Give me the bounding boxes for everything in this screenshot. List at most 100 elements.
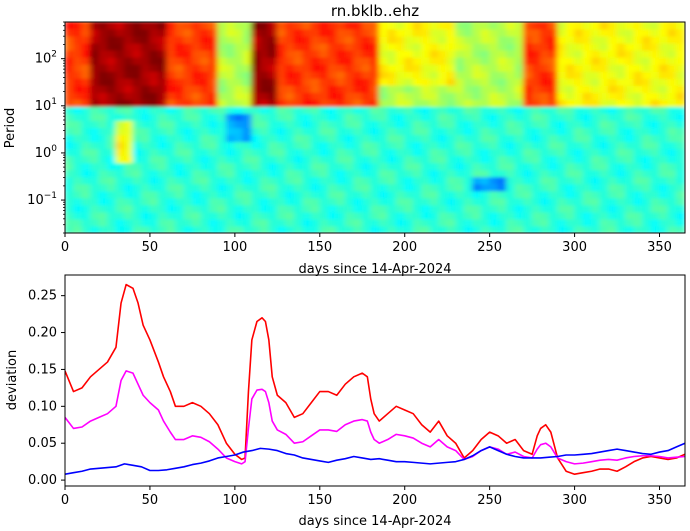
heatmap-cell (608, 112, 618, 121)
heatmap-cell (217, 91, 227, 100)
heatmap-cell (548, 119, 559, 128)
heatmap-cell (344, 105, 355, 114)
heatmap-cell (608, 119, 618, 128)
heatmap-cell (268, 141, 278, 150)
heatmap-cell (123, 22, 134, 30)
heatmap-cell (608, 56, 618, 65)
heatmap-cell (608, 77, 618, 86)
heatmap-cell (208, 91, 219, 100)
heatmap-cell (285, 204, 295, 213)
heatmap-cell (234, 35, 244, 44)
heatmap-cell (404, 169, 414, 178)
heatmap-cell (523, 218, 533, 227)
heatmap-cell (591, 70, 601, 79)
heatmap-cell (548, 176, 559, 185)
heatmap-cell (472, 42, 482, 51)
heatmap-cell (234, 42, 244, 51)
heatmap-cell (506, 112, 516, 121)
heatmap-cell (310, 70, 321, 79)
heatmap-cell (514, 176, 525, 185)
heatmap-cell (115, 176, 125, 185)
heatmap-cell (191, 70, 202, 79)
heatmap-cell (574, 134, 584, 143)
heatmap-cell (599, 28, 610, 37)
heatmap-cell (251, 28, 261, 37)
heatmap-cell (438, 183, 448, 192)
heatmap-cell (438, 63, 448, 72)
heatmap-cell (591, 211, 601, 220)
heatmap-cell (565, 176, 576, 185)
heatmap-cell (234, 134, 244, 143)
heatmap-cell (523, 169, 533, 178)
heatmap-cell (667, 218, 678, 227)
heatmap-cell (276, 225, 287, 233)
heatmap-cell (251, 105, 261, 114)
heatmap-cell (667, 105, 678, 114)
heatmap-cell (591, 98, 601, 107)
heatmap-cell (285, 28, 295, 37)
heatmap-cell (183, 141, 193, 150)
heatmap-cell (106, 211, 117, 220)
heatmap-cell (412, 70, 423, 79)
heatmap-cell (523, 176, 533, 185)
heatmap-cell (183, 35, 193, 44)
heatmap-cell (336, 98, 346, 107)
heatmap-cell (115, 183, 125, 192)
heatmap-cell (557, 119, 567, 128)
heatmap-cell (412, 105, 423, 114)
heatmap-cell (251, 127, 261, 136)
heatmap-cell (642, 141, 652, 150)
heatmap-cell (319, 148, 329, 157)
heatmap-cell (472, 49, 482, 58)
heatmap-cell (650, 77, 661, 86)
heatmap-cell (174, 28, 185, 37)
heatmap-cell (183, 218, 193, 227)
heatmap-cell (480, 169, 491, 178)
heatmap-cell (98, 155, 108, 164)
heatmap-cell (293, 190, 304, 199)
heatmap-cell (497, 63, 508, 72)
heatmap-cell (225, 225, 236, 233)
heatmap-cell (548, 148, 559, 157)
heatmap-cell (642, 22, 652, 30)
heatmap-cell (132, 148, 142, 157)
heatmap-cell (565, 91, 576, 100)
heatmap-panel: rn.bklb..ehz 0 50 100 150 200 250 300 350 10−11… (3, 2, 686, 277)
heatmap-cell (276, 105, 287, 114)
heatmap-cell (149, 35, 159, 44)
heatmap-cell (531, 204, 542, 213)
heatmap-cell (319, 204, 329, 213)
heatmap-cell (370, 49, 380, 58)
heatmap-cell (65, 141, 74, 150)
heatmap-cell (353, 98, 363, 107)
heatmap-cell (344, 49, 355, 58)
heatmap-cell (276, 70, 287, 79)
heatmap-cell (81, 176, 91, 185)
heatmap-cell (361, 77, 372, 86)
heatmap-cell (191, 148, 202, 157)
heatmap-cell (378, 211, 389, 220)
heatmap-cell (540, 204, 550, 213)
heatmap-cell (106, 49, 117, 58)
heatmap-cell (599, 91, 610, 100)
heatmap-x-tick-label: 250 (477, 240, 502, 255)
heatmap-cell (98, 162, 108, 171)
heatmap-cell (591, 169, 601, 178)
heatmap-cell (72, 49, 83, 58)
heatmap-cell (421, 112, 431, 121)
heatmap-cell (463, 134, 474, 143)
heatmap-cell (149, 119, 159, 128)
heatmap-cell (429, 84, 440, 93)
heatmap-cell (183, 176, 193, 185)
heatmap-cell (157, 49, 168, 58)
heatmap-cell (115, 42, 125, 51)
heatmap-cell (310, 190, 321, 199)
heatmap-cell (497, 56, 508, 65)
heatmap-cell (149, 28, 159, 37)
heatmap-cell (251, 204, 261, 213)
heatmap-cell (565, 77, 576, 86)
heatmap-cell (132, 162, 142, 171)
heatmap-cell (174, 112, 185, 121)
heatmap-cell (497, 22, 508, 30)
heatmap-cell (106, 218, 117, 227)
